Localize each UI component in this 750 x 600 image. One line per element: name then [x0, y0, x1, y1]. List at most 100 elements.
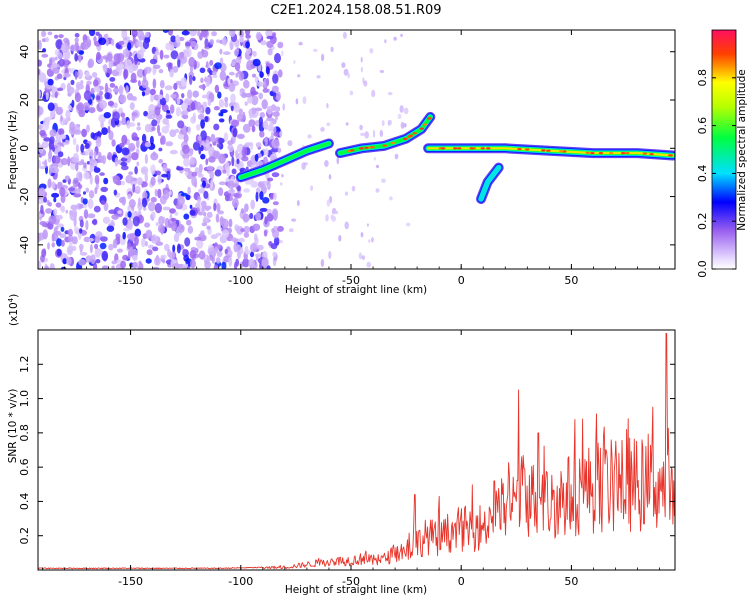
noise-blob: [108, 209, 117, 214]
noise-blob: [250, 141, 254, 151]
noise-blob: [291, 218, 296, 222]
colorbar-tick-label: 0.8: [696, 69, 709, 87]
noise-blob: [244, 101, 248, 106]
noise-blob: [188, 74, 193, 86]
noise-blob: [149, 88, 156, 96]
noise-blob: [75, 144, 79, 153]
noise-blob: [103, 64, 108, 73]
noise-blob: [106, 72, 110, 78]
noise-blob: [99, 172, 105, 176]
noise-blob: [158, 132, 162, 137]
signal-hotspot: [359, 147, 364, 150]
noise-blob: [122, 48, 130, 59]
snr-series-line: [38, 332, 675, 570]
noise-blob: [368, 239, 371, 243]
noise-blob: [183, 157, 190, 167]
noise-blob: [243, 79, 250, 89]
noise-blob: [83, 90, 92, 101]
noise-blob: [229, 79, 233, 84]
noise-blob: [93, 79, 99, 88]
noise-blob: [175, 34, 181, 44]
noise-blob: [166, 109, 171, 114]
noise-blob: [118, 40, 125, 46]
noise-blob: [235, 72, 239, 78]
noise-blob: [47, 202, 53, 207]
noise-blob: [240, 247, 244, 255]
spectrogram-marks: [38, 30, 675, 269]
noise-blob: [176, 167, 184, 171]
noise-blob: [244, 245, 249, 255]
noise-blob: [154, 106, 161, 116]
noise-blob: [230, 93, 236, 104]
colorbar-label: Normalized spectral amplitude: [736, 69, 748, 230]
noise-blob: [110, 219, 114, 226]
noise-blob: [73, 192, 82, 198]
noise-blob: [154, 170, 162, 176]
noise-blob: [42, 229, 48, 240]
noise-blob: [261, 99, 268, 110]
noise-blob: [84, 150, 90, 156]
noise-blob: [38, 69, 41, 76]
noise-blob: [192, 76, 196, 82]
snr-y-tick-label: 0.8: [18, 424, 31, 442]
noise-blob: [210, 179, 214, 189]
snr-x-tick-label: -150: [118, 575, 143, 588]
noise-blob: [137, 122, 141, 127]
noise-blob: [64, 175, 70, 181]
noise-blob: [174, 211, 179, 216]
signal-hotspot: [440, 147, 446, 150]
noise-blob: [198, 84, 207, 89]
noise-blob: [75, 162, 79, 172]
noise-blob: [62, 179, 67, 183]
noise-blob: [94, 174, 100, 185]
noise-blob: [214, 62, 222, 70]
noise-blob: [93, 205, 101, 213]
noise-blob: [271, 208, 279, 218]
noise-blob: [198, 250, 206, 260]
noise-blob: [132, 216, 140, 227]
noise-blob: [165, 42, 172, 51]
noise-blob: [310, 185, 314, 191]
noise-blob: [83, 191, 86, 195]
signal-hotspot: [590, 152, 595, 155]
noise-blob: [259, 130, 265, 138]
noise-blob: [182, 153, 190, 160]
noise-blob: [65, 109, 71, 119]
noise-blob: [120, 112, 126, 118]
noise-blob: [228, 82, 236, 92]
snr-x-tick-label: 50: [564, 575, 578, 588]
noise-blob: [185, 257, 189, 265]
noise-blob: [345, 122, 349, 126]
noise-blob: [162, 163, 168, 172]
noise-blob: [237, 237, 245, 243]
noise-blob: [381, 178, 386, 183]
spectrogram-y-tick-label: 0: [18, 145, 31, 152]
noise-blob: [145, 229, 153, 239]
signal-hotspot: [369, 146, 375, 149]
noise-blob: [81, 128, 87, 138]
snr-y-multiplier: (x104): [7, 294, 20, 326]
noise-blob: [40, 204, 44, 215]
noise-blob: [245, 30, 251, 36]
signal-hotspot: [412, 132, 417, 135]
signal-hotspot: [559, 150, 564, 153]
noise-blob: [381, 120, 385, 127]
spectrogram-y-tick-label: 40: [18, 45, 31, 59]
noise-blob: [200, 145, 204, 152]
noise-blob: [302, 96, 307, 105]
spectrogram-y-axis-label: Frequency (Hz): [7, 110, 19, 189]
noise-blob: [85, 71, 90, 78]
noise-blob: [131, 152, 139, 161]
noise-blob: [213, 202, 217, 212]
noise-blob: [371, 237, 374, 243]
noise-blob: [47, 78, 54, 86]
noise-blob: [134, 166, 138, 175]
noise-blob: [212, 249, 216, 258]
noise-blob: [196, 123, 201, 131]
noise-blob: [213, 123, 220, 131]
noise-blob: [213, 264, 219, 269]
noise-blob: [236, 133, 245, 139]
signal-hotspot: [469, 147, 474, 150]
noise-blob: [227, 140, 234, 146]
